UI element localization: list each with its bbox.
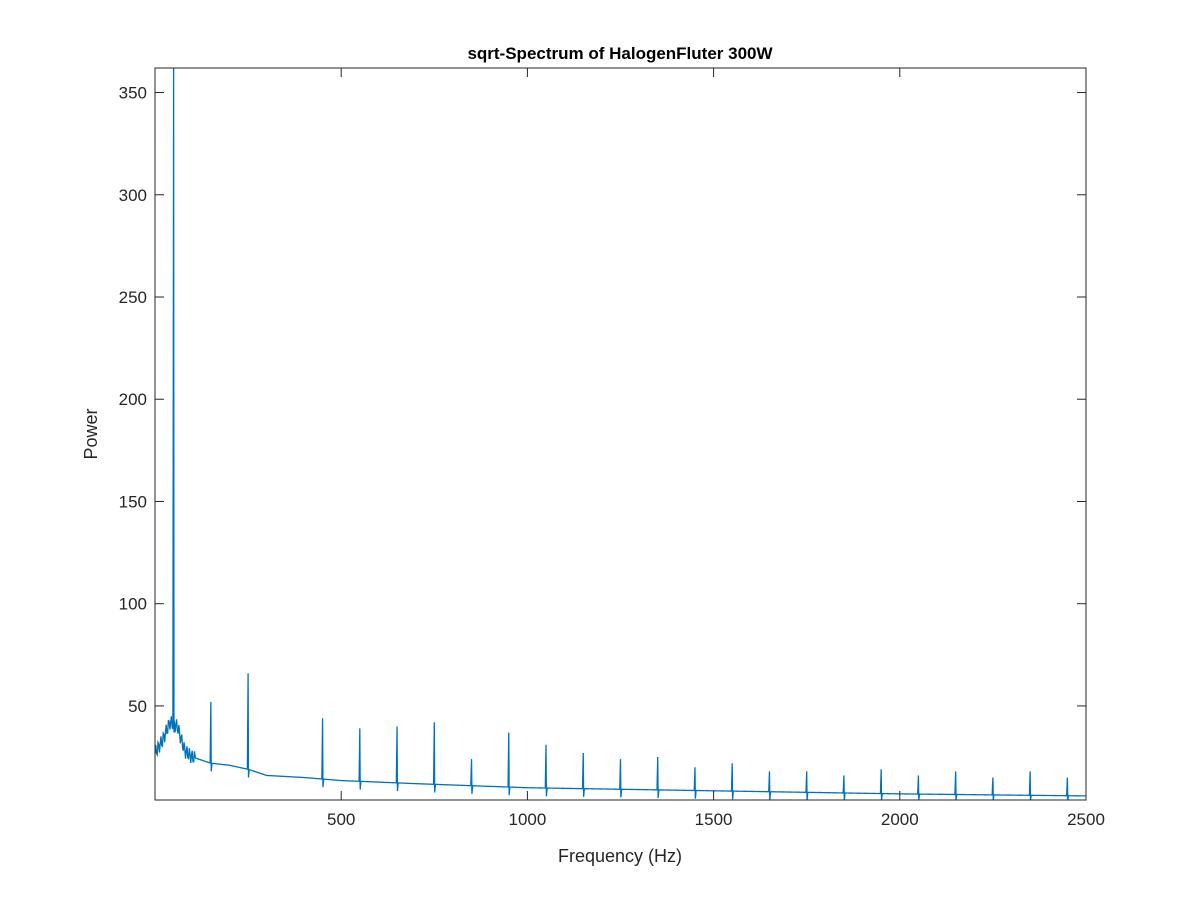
peak-23 <box>1028 771 1032 801</box>
peak-14 <box>693 767 697 799</box>
peak-10 <box>544 744 548 797</box>
series-layer <box>154 67 1087 801</box>
peak-1 <box>172 67 176 733</box>
peak-3 <box>246 673 250 778</box>
plot-background <box>155 68 1086 800</box>
y-tick-label-350: 350 <box>119 84 147 103</box>
chart-title: sqrt-Spectrum of HalogenFluter 300W <box>467 44 773 63</box>
y-tick-label-50: 50 <box>128 697 147 716</box>
peak-17 <box>805 771 809 801</box>
peak-21 <box>954 771 958 801</box>
y-tick-label-200: 200 <box>119 390 147 409</box>
peak-8 <box>470 759 474 794</box>
peak-19 <box>879 769 883 801</box>
y-tick-label-300: 300 <box>119 186 147 205</box>
y-tick-label-100: 100 <box>119 595 147 614</box>
peak-6 <box>395 726 399 792</box>
peak-9 <box>507 732 511 796</box>
x-tick-label-1000: 1000 <box>508 810 546 829</box>
plot-area: 500 1000 1500 2000 2500 50 100 150 200 250 300 350 <box>119 67 1105 829</box>
x-tick-label-500: 500 <box>327 810 355 829</box>
peak-2 <box>209 701 213 772</box>
x-axis-label: Frequency (Hz) <box>558 846 682 866</box>
peak-24 <box>1065 777 1070 801</box>
y-tick-label-250: 250 <box>119 288 147 307</box>
y-tick-label-150: 150 <box>119 492 147 511</box>
peak-18 <box>842 775 846 801</box>
x-tick-label-2500: 2500 <box>1067 810 1105 829</box>
peak-4 <box>321 718 325 788</box>
peak-22 <box>991 777 995 801</box>
x-tick-label-2000: 2000 <box>881 810 919 829</box>
peak-12 <box>619 759 623 798</box>
peak-5 <box>358 728 362 790</box>
ticks-layer: 500 1000 1500 2000 2500 50 100 150 200 250 300 350 <box>119 68 1105 829</box>
peak-13 <box>656 757 660 799</box>
peak-11 <box>581 752 586 797</box>
x-tick-label-1500: 1500 <box>695 810 733 829</box>
peak-16 <box>768 771 772 800</box>
peak-15 <box>730 763 734 800</box>
y-axis-label: Power <box>81 408 101 459</box>
peak-20 <box>917 775 921 801</box>
peak-7 <box>432 722 437 793</box>
plot-box <box>154 67 1087 801</box>
